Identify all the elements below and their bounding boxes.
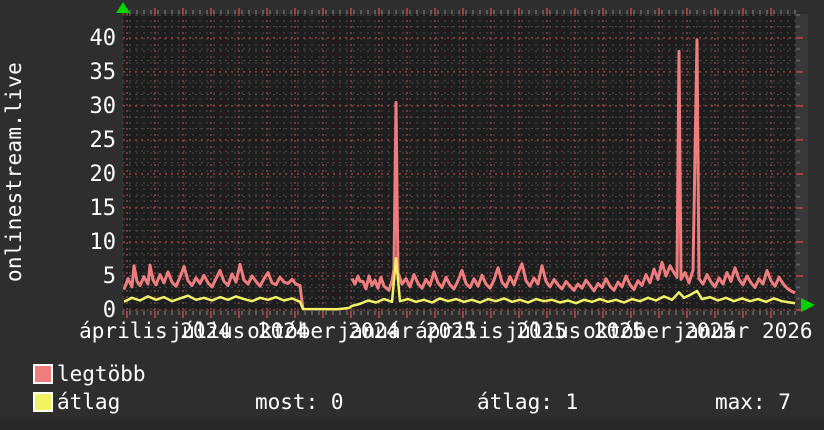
x-tick-label: április 2024: [79, 319, 231, 343]
y-axis-arrow-icon: [116, 2, 130, 13]
x-tick-label: január 2026: [673, 319, 813, 343]
y-tick-label: 40: [90, 26, 117, 51]
x-tick-label: július 2024: [169, 319, 309, 343]
plot-right-band: [796, 14, 808, 310]
y-tick-label: 15: [90, 196, 117, 221]
stat-most: most: 0: [255, 390, 344, 414]
legend-label-atlag: átlag: [57, 390, 121, 414]
y-tick-label: 30: [90, 94, 117, 119]
legend-swatch-legtobb: [33, 364, 53, 384]
series-line-legtöbb: [122, 262, 305, 310]
stat-max: max: 7: [715, 390, 791, 414]
stat-atlag: átlag: 1: [477, 390, 579, 414]
y-tick-label: 25: [90, 128, 117, 153]
x-tick-label: április 2025: [415, 319, 567, 343]
y-tick-label: 5: [103, 264, 116, 289]
x-tick-label: október 2025: [583, 319, 735, 343]
x-tick-label: január 2025: [337, 319, 477, 343]
legend-label-legtobb: legtöbb: [57, 362, 146, 386]
chart-canvas: 0 5 10 15 20 25 30 35 40: [90, 2, 815, 323]
y-tick-label: 10: [90, 230, 117, 255]
y-tick-label: 0: [103, 298, 116, 323]
x-axis-arrow-icon: [801, 298, 815, 312]
y-tick-label: 20: [90, 162, 117, 187]
series-line-átlag: [123, 257, 796, 311]
x-tick-label: július 2025: [505, 319, 645, 343]
series-line-legtöbb: [350, 38, 796, 295]
legend-swatch-atlag: [33, 392, 53, 412]
y-tick-label: 35: [90, 60, 117, 85]
x-tick-label: október 2024: [247, 319, 399, 343]
bottom-strip: [0, 417, 824, 430]
